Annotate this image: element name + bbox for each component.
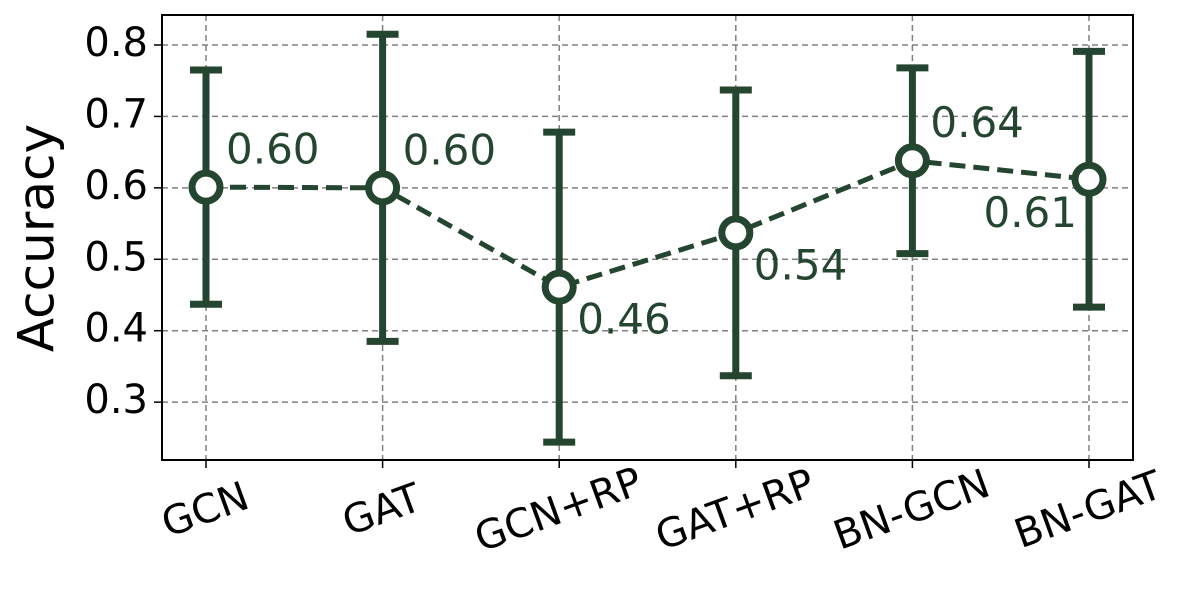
marker <box>188 169 224 205</box>
data-label: 0.60 <box>226 125 320 174</box>
line <box>205 158 1090 290</box>
y-tick-label: 0.8 <box>84 20 148 66</box>
y-tick-label: 0.7 <box>84 91 148 137</box>
y-tick-label: 0.6 <box>84 163 148 209</box>
data-label: 0.64 <box>930 98 1024 147</box>
marker <box>894 143 930 179</box>
marker <box>1071 161 1107 197</box>
data-label: 0.54 <box>754 240 848 289</box>
x-tick-label: GAT <box>337 475 428 546</box>
marker <box>365 170 401 206</box>
x-tick-label: GCN+RP <box>469 459 649 562</box>
y-tick-label: 0.4 <box>84 306 148 352</box>
plot-frame <box>161 14 1134 461</box>
y-tick-label: 0.3 <box>84 377 148 423</box>
data-label: 0.61 <box>983 188 1077 237</box>
marker <box>718 215 754 251</box>
x-tick-label: GAT+RP <box>650 460 821 560</box>
x-tick-label: BN-GCN <box>828 461 996 560</box>
x-tick-label: GCN <box>156 473 255 547</box>
marker <box>541 269 577 305</box>
data-label: 0.46 <box>577 295 671 344</box>
data-label: 0.60 <box>403 125 497 174</box>
y-axis-label: Accuracy <box>8 124 66 352</box>
y-tick-label: 0.5 <box>84 234 148 280</box>
x-tick-label: BN-GAT <box>1009 462 1169 558</box>
